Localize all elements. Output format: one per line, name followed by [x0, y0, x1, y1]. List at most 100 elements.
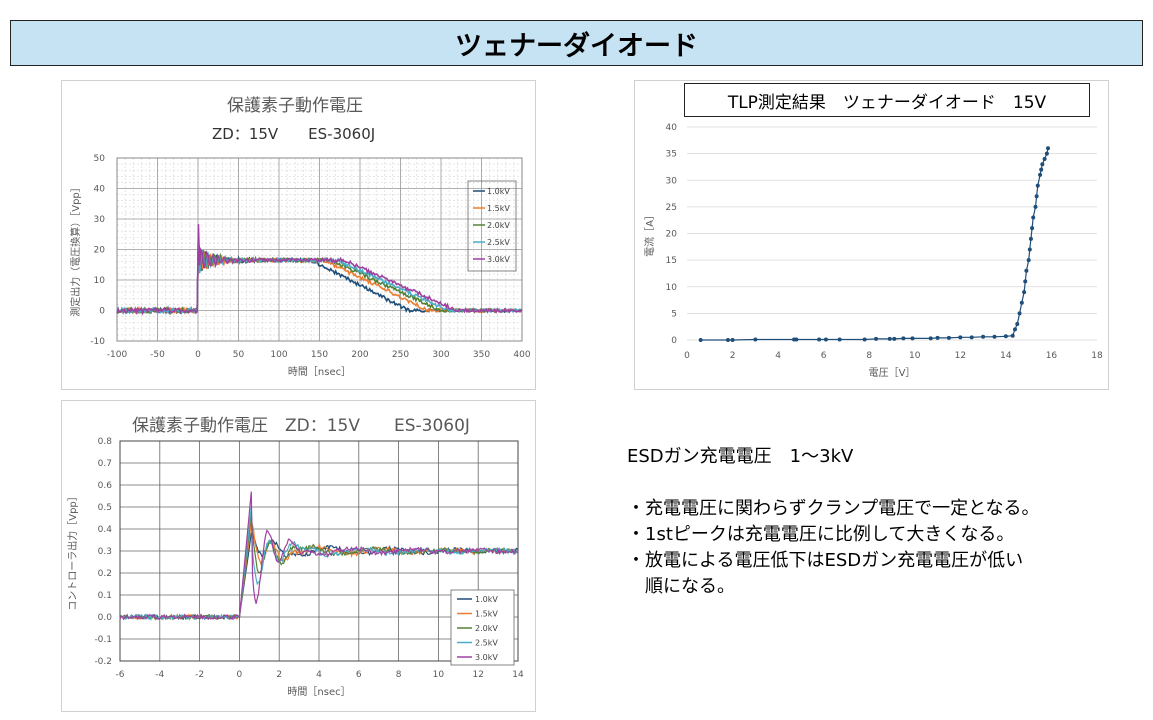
- data-point: [1026, 258, 1031, 263]
- data-point: [1023, 279, 1028, 284]
- data-point: [1031, 215, 1036, 220]
- y-tick-label: 10: [94, 276, 106, 286]
- data-point: [823, 337, 828, 342]
- data-point: [1003, 334, 1008, 339]
- y-tick-label: 40: [94, 185, 106, 195]
- data-point: [1033, 204, 1038, 209]
- x-tick-label: 350: [473, 350, 490, 360]
- data-point: [1024, 268, 1029, 273]
- y-axis-label: コントローラ出力［Vpp］: [66, 491, 79, 611]
- x-tick-label: 14: [512, 670, 524, 680]
- data-point: [981, 334, 986, 339]
- data-point: [1028, 236, 1033, 241]
- chart-controller-output: 保護素子動作電圧 ZD：15V ES-3060J -6 -4 -2 0 2 4 6 8 10 12…: [61, 400, 536, 712]
- legend-box: [467, 180, 517, 272]
- x-axis-label: 時間［nsec］: [288, 366, 351, 378]
- x-tick-label: 12: [955, 351, 966, 361]
- data-point: [837, 337, 842, 342]
- y-tick-label: 50: [94, 154, 106, 164]
- data-point: [726, 338, 730, 342]
- x-tick-label: 16: [1046, 351, 1058, 361]
- chart1-plot: -100 -50 0 50 100 150 200 250 300 350 400-10010203…: [69, 154, 531, 378]
- data-point: [1042, 156, 1047, 161]
- y-tick-label: 0.2: [98, 569, 112, 579]
- y-tick-label: 0.3: [98, 547, 112, 557]
- plot-frame: [116, 157, 523, 342]
- y-axis-label: 測定出力（電圧換算）［Vpp］: [69, 182, 82, 317]
- notes-bullet3b: 順になる。: [627, 576, 735, 597]
- x-tick-label: 8: [866, 351, 872, 361]
- chart1-subtitle: ZD：15V ES-3060J: [212, 125, 376, 143]
- y-tick-label: 0.1: [98, 591, 112, 601]
- legend-label: 3.0kV: [475, 653, 498, 662]
- data-point: [935, 335, 940, 340]
- x-tick-label: 8: [396, 670, 402, 680]
- y-tick-label: 5: [671, 309, 677, 319]
- data-point: [698, 338, 703, 342]
- y-tick-label: 25: [666, 203, 677, 213]
- x-axis-label: 時間［nsec］: [287, 686, 350, 698]
- x-tick-label: 2: [276, 670, 282, 680]
- x-axis-label: 電圧［V］: [869, 367, 916, 379]
- legend-label: 1.0kV: [475, 595, 498, 604]
- legend-label: 2.5kV: [487, 238, 510, 247]
- x-tick-label: -100: [107, 350, 128, 360]
- data-point: [1010, 333, 1015, 338]
- data-point: [1034, 194, 1039, 199]
- data-point: [958, 335, 963, 340]
- y-tick-label: 0.5: [98, 503, 112, 513]
- x-tick-label: 0: [195, 350, 201, 360]
- y-tick-label: 0.0: [98, 613, 113, 623]
- legend-label: 3.0kV: [487, 255, 510, 264]
- legend-label: 1.0kV: [487, 187, 510, 196]
- y-tick-label: 0.8: [98, 437, 113, 447]
- chart3-plot: -6 -4 -2 0 2 4 6 8 10 12 14 -0.2 -0.1 0.0 0.1 0.2 0.3 0.4…: [66, 437, 524, 698]
- y-tick-label: 0.4: [98, 525, 113, 535]
- chart2-plot: 0 5 10 15 20 25 30 35 40 0 2 4 6 8 10 12 14 16 18 電圧［V］ 電流［A…: [643, 123, 1103, 379]
- x-tick-label: 250: [392, 350, 409, 360]
- data-point: [910, 336, 915, 341]
- y-tick-label: -10: [90, 337, 105, 347]
- notes-bullet1: ・充電電圧に関わらずクランプ電圧で一定となる。: [627, 498, 1040, 519]
- legend-label: 1.5kV: [487, 204, 510, 213]
- page-title: ツェナーダイオード: [10, 20, 1143, 66]
- data-point: [817, 337, 822, 342]
- x-tick-label: 10: [909, 351, 921, 361]
- data-point: [1019, 300, 1024, 305]
- notes-bullet2: ・1stピークは充電電圧に比例して大きくなる。: [627, 524, 1015, 545]
- y-tick-label: 0.7: [98, 459, 112, 469]
- x-tick-label: 4: [775, 351, 781, 361]
- x-tick-label: 18: [1091, 351, 1103, 361]
- data-point: [1015, 322, 1020, 327]
- data-point: [1013, 327, 1017, 332]
- data-point: [874, 336, 879, 341]
- chart-tlp-result: 0 5 10 15 20 25 30 35 40 0 2 4 6 8 10 12 14 16 18 電圧［V］ 電流［A…: [634, 80, 1109, 390]
- data-point: [992, 334, 997, 339]
- y-tick-label: 15: [666, 256, 677, 266]
- data-point: [892, 336, 897, 341]
- data-point: [928, 336, 933, 341]
- x-tick-label: 4: [316, 670, 322, 680]
- data-point: [1035, 183, 1040, 188]
- notes-line1: ESDガン充電電圧 1～3kV: [627, 446, 854, 467]
- y-tick-label: -0.2: [94, 657, 112, 667]
- x-tick-label: 14: [1000, 351, 1012, 361]
- x-tick-label: 0: [237, 670, 243, 680]
- y-tick-label: -0.1: [94, 635, 112, 645]
- data-point: [1017, 311, 1022, 316]
- data-point: [1046, 146, 1051, 151]
- x-tick-label: 10: [433, 670, 445, 680]
- x-tick-label: 2: [730, 351, 736, 361]
- data-point: [1027, 247, 1032, 252]
- y-tick-label: 30: [666, 176, 678, 186]
- y-tick-label: 10: [666, 283, 678, 293]
- x-tick-label: -4: [155, 670, 164, 680]
- y-axis-label: 電流［A］: [643, 210, 656, 257]
- data-point: [862, 337, 867, 342]
- x-tick-label: 100: [270, 350, 287, 360]
- notes-bullet3: ・放電による電圧低下はESDガン充電電圧が低い: [627, 550, 1024, 571]
- data-point: [887, 336, 892, 341]
- y-tick-label: 35: [666, 150, 677, 160]
- data-point: [946, 335, 951, 340]
- legend-label: 2.0kV: [487, 221, 510, 230]
